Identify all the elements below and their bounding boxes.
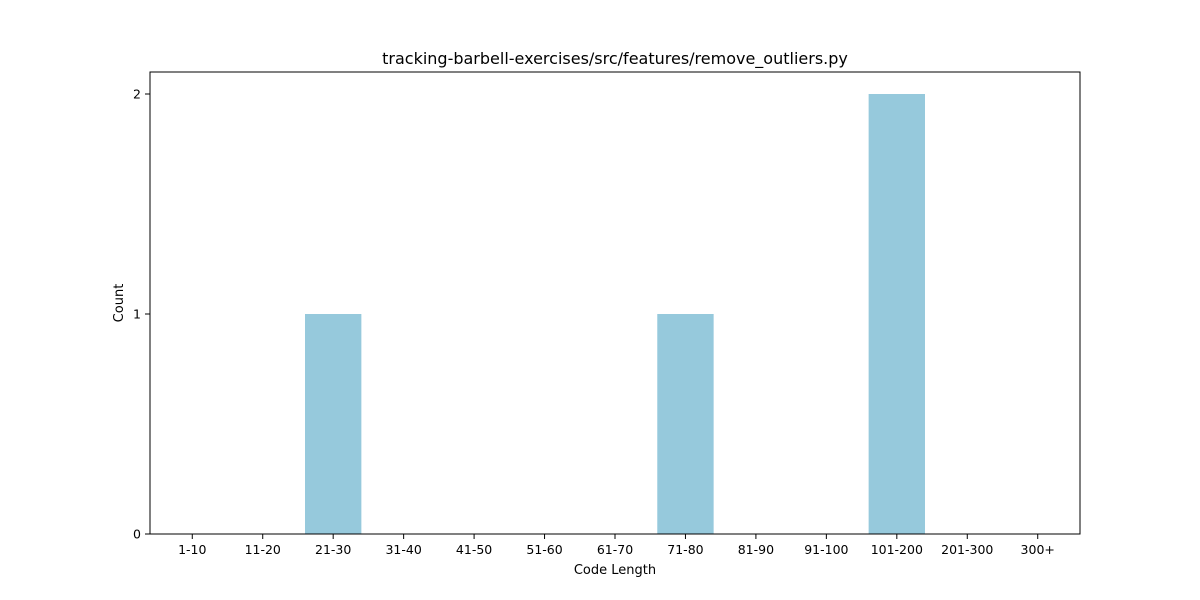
x-tick-label: 21-30 <box>315 542 351 557</box>
y-tick-label: 1 <box>133 307 141 322</box>
x-axis-label: Code Length <box>574 563 656 578</box>
x-tick-label: 51-60 <box>526 542 562 557</box>
chart-title: tracking-barbell-exercises/src/features/… <box>382 49 848 69</box>
x-tick-label: 101-200 <box>871 542 923 557</box>
bar-71-80 <box>657 314 714 534</box>
x-tick-label: 71-80 <box>667 542 703 557</box>
x-tick-label: 1-10 <box>178 542 206 557</box>
bar-101-200 <box>868 94 925 534</box>
x-tick-label: 31-40 <box>385 542 421 557</box>
y-axis-label: Count <box>112 284 127 323</box>
x-tick-label: 91-100 <box>804 542 848 557</box>
bars-layer <box>305 94 925 534</box>
x-tick-label: 41-50 <box>456 542 492 557</box>
y-tick-label: 0 <box>133 527 141 542</box>
bar-21-30 <box>305 314 362 534</box>
x-tick-label: 81-90 <box>738 542 774 557</box>
plot-frame <box>149 71 1081 535</box>
y-tick-label: 2 <box>133 87 141 102</box>
x-tick-label: 11-20 <box>245 542 281 557</box>
x-tick-label: 300+ <box>1021 542 1055 557</box>
x-axis-ticks: 1-10 11-20 21-30 31-40 41-50 51-60 61-70 71-80 8… <box>178 534 1055 557</box>
x-tick-label: 61-70 <box>597 542 633 557</box>
x-tick-label: 201-300 <box>941 542 993 557</box>
y-axis-ticks: 0 1 2 <box>133 87 150 542</box>
